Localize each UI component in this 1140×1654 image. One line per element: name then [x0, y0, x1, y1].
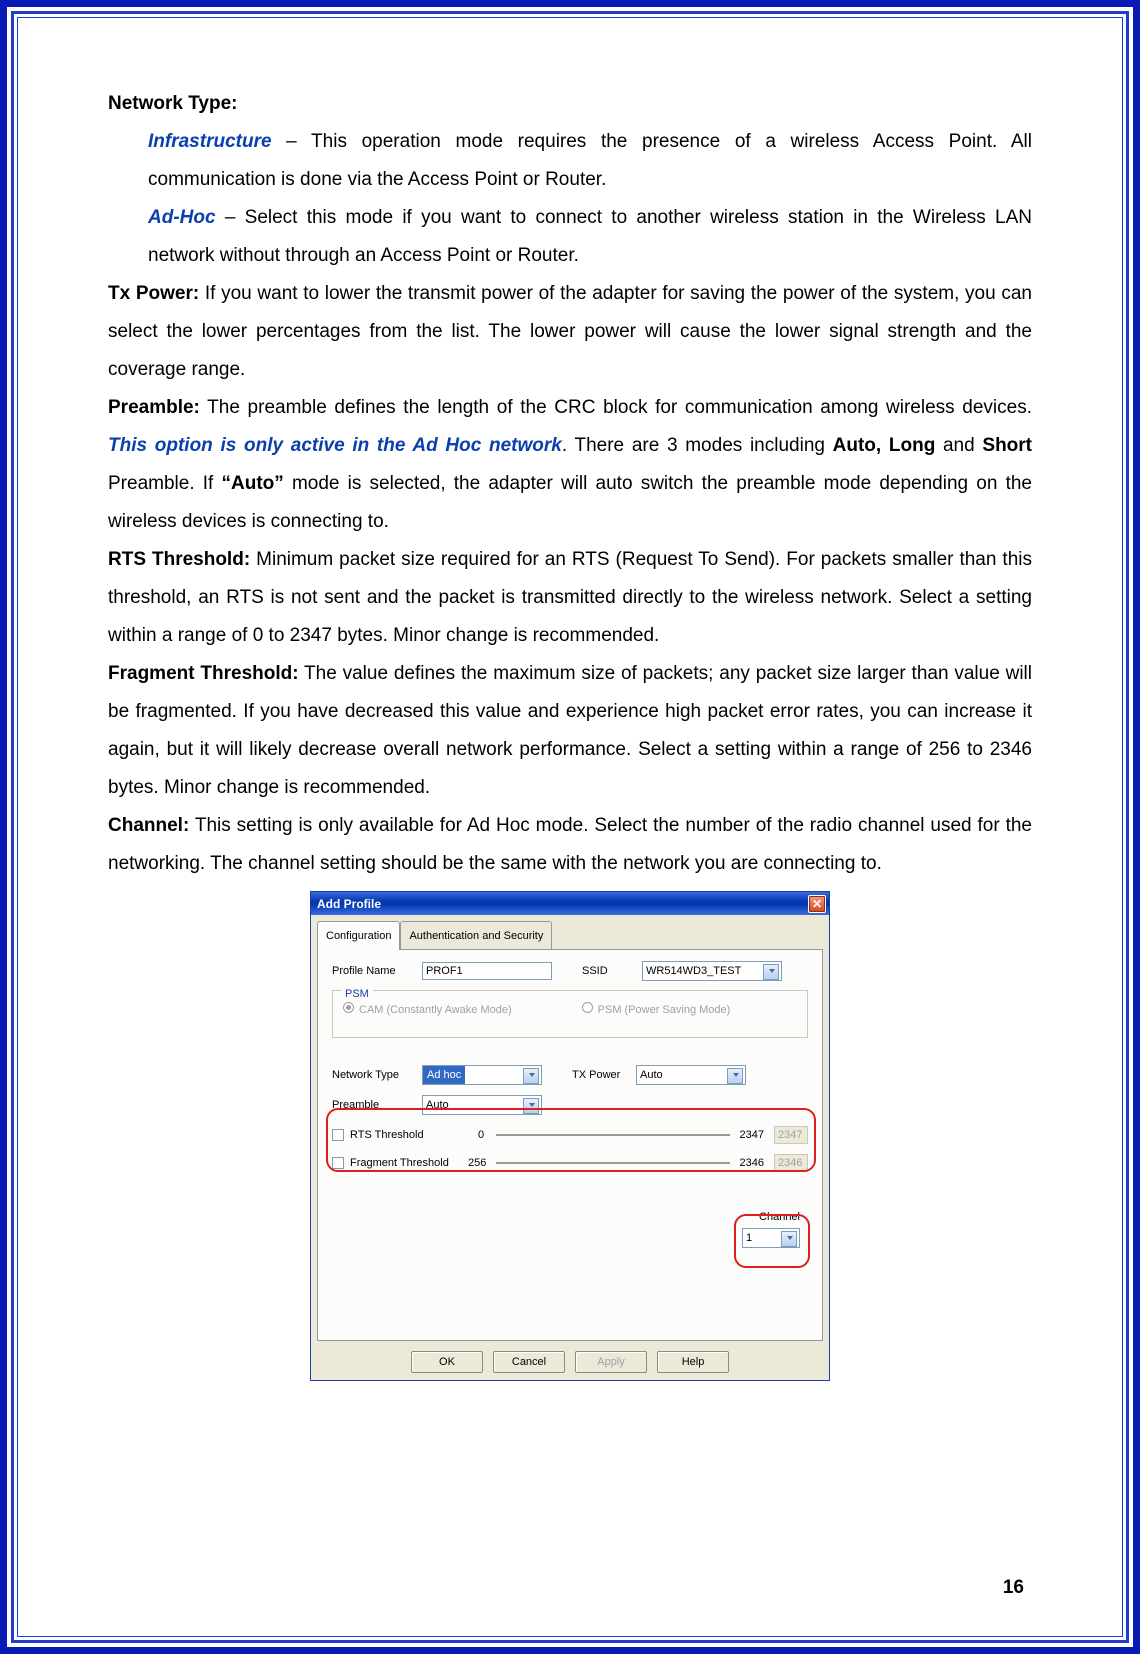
radio-icon [582, 1002, 593, 1013]
profile-name-label: Profile Name [332, 960, 422, 982]
network-type-value: Ad hoc [423, 1066, 465, 1084]
preamble-label: Preamble [332, 1094, 422, 1116]
frag-slider[interactable]: 256 2346 [496, 1154, 730, 1172]
psm-psm-label: PSM (Power Saving Mode) [598, 1004, 731, 1016]
radio-icon [343, 1002, 354, 1013]
txpower-desc: If you want to lower the transmit power … [108, 283, 1032, 380]
tab-configuration[interactable]: Configuration [317, 921, 400, 950]
rts-slider[interactable]: 0 2347 [496, 1126, 730, 1144]
preamble-auto: “Auto” [222, 473, 284, 494]
txpower-heading: Tx Power: [108, 283, 199, 304]
preamble-short: Short [982, 435, 1032, 456]
preamble-desc1: The preamble defines the length of the C… [200, 397, 1032, 418]
dialog-title: Add Profile [317, 892, 381, 916]
ssid-select[interactable]: WR514WD3_TEST [642, 961, 782, 981]
apply-button[interactable]: Apply [575, 1351, 647, 1373]
ssid-label: SSID [582, 960, 642, 982]
channel-desc: This setting is only available for Ad Ho… [108, 815, 1032, 874]
txpower-value: Auto [640, 1064, 663, 1086]
frag-threshold-label: Fragment Threshold [350, 1152, 449, 1174]
frag-min: 256 [468, 1152, 486, 1174]
preamble-desc2: . There are 3 modes including [562, 435, 833, 456]
close-icon[interactable]: ✕ [808, 895, 826, 913]
preamble-select[interactable]: Auto [422, 1095, 542, 1115]
psm-psm-radio: PSM (Power Saving Mode) [582, 999, 731, 1021]
preamble-heading: Preamble: [108, 397, 200, 418]
dialog-titlebar[interactable]: Add Profile ✕ [311, 892, 829, 915]
channel-value: 1 [746, 1227, 752, 1249]
infrastructure-desc: – This operation mode requires the prese… [148, 131, 1032, 190]
txpower-select[interactable]: Auto [636, 1065, 746, 1085]
add-profile-dialog: Add Profile ✕ Configuration Authenticati… [310, 891, 830, 1381]
ok-button[interactable]: OK [411, 1351, 483, 1373]
dialog-footer: OK Cancel Apply Help [311, 1344, 829, 1380]
channel-select[interactable]: 1 [742, 1228, 800, 1248]
frag-max: 2346 [740, 1152, 764, 1174]
frag-value-box: 2346 [774, 1154, 808, 1172]
rts-min: 0 [478, 1124, 484, 1146]
network-type-label: Network Type [332, 1064, 422, 1086]
preamble-blue-note: This option is only active in the Ad Hoc… [108, 435, 562, 456]
tab-panel: Profile Name SSID WR514WD3_TEST PSM CAM … [317, 949, 823, 1341]
txpower-label: TX Power [572, 1064, 636, 1086]
dialog-body: Configuration Authentication and Securit… [311, 915, 829, 1344]
preamble-desc2b: and [935, 435, 982, 456]
frag-heading: Fragment Threshold: [108, 663, 299, 684]
profile-name-input[interactable] [422, 962, 552, 980]
rts-threshold-label: RTS Threshold [350, 1124, 424, 1146]
rts-max: 2347 [740, 1124, 764, 1146]
channel-heading: Channel: [108, 815, 189, 836]
frag-checkbox[interactable]: Fragment Threshold [332, 1152, 490, 1174]
network-type-select[interactable]: Ad hoc [422, 1065, 542, 1085]
preamble-autolong: Auto, Long [833, 435, 936, 456]
document-body: Network Type: Infrastructure – This oper… [108, 85, 1032, 1594]
checkbox-icon [332, 1157, 344, 1169]
ssid-value: WR514WD3_TEST [646, 960, 741, 982]
psm-fieldset: PSM CAM (Constantly Awake Mode) PSM (Pow… [332, 990, 808, 1038]
rts-checkbox[interactable]: RTS Threshold [332, 1124, 490, 1146]
page-number: 16 [1003, 1577, 1024, 1599]
channel-label: Channel [759, 1206, 800, 1228]
infrastructure-term: Infrastructure [148, 131, 272, 152]
preamble-value: Auto [426, 1094, 449, 1116]
network-type-heading: Network Type: [108, 93, 238, 114]
psm-cam-label: CAM (Constantly Awake Mode) [359, 1004, 512, 1016]
adhoc-term: Ad-Hoc [148, 207, 216, 228]
checkbox-icon [332, 1129, 344, 1141]
cancel-button[interactable]: Cancel [493, 1351, 565, 1373]
help-button[interactable]: Help [657, 1351, 729, 1373]
preamble-desc3: Preamble. If [108, 473, 222, 494]
rts-value-box: 2347 [774, 1126, 808, 1144]
rts-heading: RTS Threshold: [108, 549, 250, 570]
tab-auth-security[interactable]: Authentication and Security [400, 921, 552, 950]
adhoc-desc: – Select this mode if you want to connec… [148, 207, 1032, 266]
